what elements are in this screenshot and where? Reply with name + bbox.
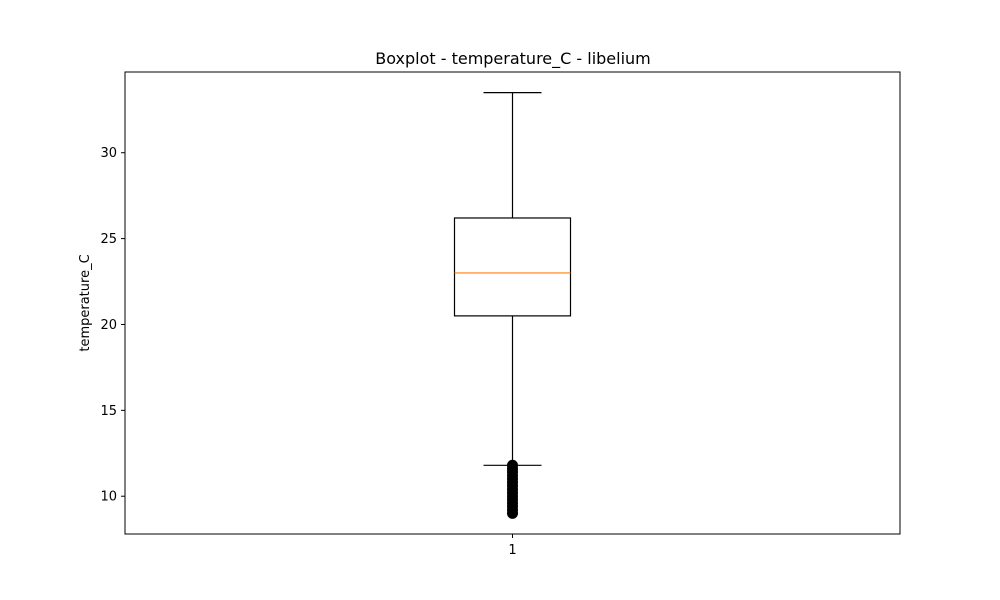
y-tick-label: 25 (100, 232, 117, 247)
y-tick-label: 15 (100, 404, 117, 419)
y-tick-label: 30 (100, 146, 117, 161)
plot-frame (124, 71, 901, 535)
y-tick-label: 10 (100, 490, 117, 505)
chart-title: Boxplot - temperature_C - libelium (375, 49, 651, 69)
y-tick-label: 20 (100, 318, 117, 333)
x-tick-label: 1 (508, 543, 516, 558)
box-iqr (453, 217, 572, 317)
outlier-point (507, 459, 518, 471)
y-axis-label: temperature_C (78, 254, 93, 351)
plot-area: 10 15 20 25 30 1 (100, 92, 572, 558)
